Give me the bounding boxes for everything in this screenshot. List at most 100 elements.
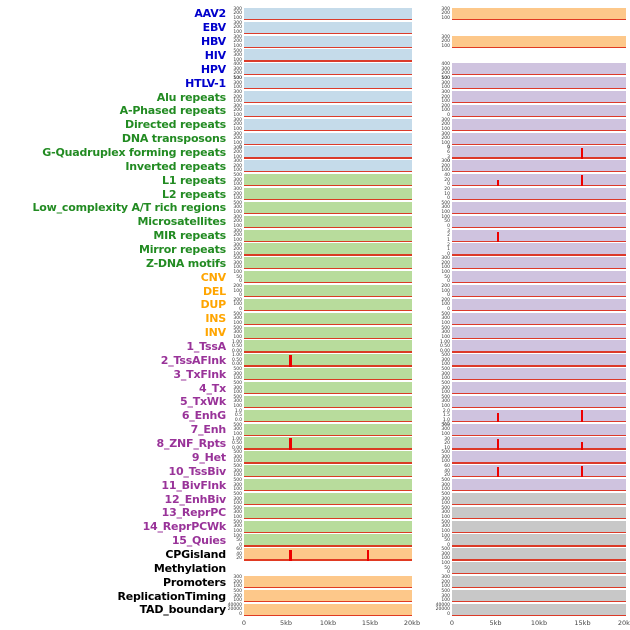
y-tick-label: 0 (239, 145, 242, 151)
y-tick-label: 500 (441, 547, 450, 553)
y-tick-label: 0 (239, 611, 242, 617)
signal-baseline (452, 254, 626, 256)
signal-baseline (244, 296, 412, 298)
y-axis-ticks: 500 300 100 (226, 520, 244, 533)
signal-baseline (244, 88, 412, 90)
track-panel (452, 562, 626, 575)
y-tick-label: 100 (233, 223, 242, 229)
y-axis-ticks: 300 200 100 (226, 35, 244, 48)
y-tick-label: 300 (441, 66, 450, 72)
y-tick-label: 100 (233, 459, 242, 465)
track-panel (452, 104, 626, 118)
y-tick-label: 200 (441, 122, 450, 128)
y-tick-label: 100 (233, 334, 242, 340)
row-label: 4_Tx (199, 381, 226, 395)
signal-baseline (244, 420, 412, 422)
track-panel (244, 340, 412, 353)
y-tick-label: 300 (441, 357, 450, 363)
y-axis-ticks: 300 200 100 0 (412, 132, 452, 150)
signal-baseline (244, 199, 412, 201)
y-tick-label: 200 (233, 297, 242, 303)
y-tick-label: 300 (233, 593, 242, 599)
y-tick-label: 300 (441, 330, 450, 336)
signal-baseline (452, 143, 626, 145)
y-tick-label: 300 (441, 524, 450, 530)
row-label: 9_Het (191, 450, 226, 464)
y-axis-ticks: 300 200 100 (226, 576, 244, 589)
y-tick-label: 300 (233, 214, 242, 220)
y-tick-label: 300 (233, 510, 242, 516)
row-label: TAD_boundary (139, 603, 227, 617)
track-panel (452, 409, 626, 422)
signal-baseline (244, 74, 412, 76)
signal-baseline (452, 309, 626, 312)
track-panel (244, 201, 412, 215)
y-axis-ticks: 300 200 100 (412, 7, 452, 20)
signal-baseline (244, 365, 412, 367)
y-tick-label: 1 (447, 247, 450, 253)
track-row: 13_ReprPC 500 300 100 500 300 100 (0, 506, 630, 520)
signal-baseline (244, 115, 412, 118)
signal-baseline (244, 18, 412, 21)
y-tick-label: 500 (233, 76, 242, 82)
signal-baseline (452, 503, 626, 506)
row-label: Directed repeats (125, 118, 226, 132)
track-row: L1 repeats 500 300 100 40 20 0 (0, 173, 630, 187)
track-panel (244, 395, 412, 409)
y-tick-label: 40 (236, 551, 242, 557)
signal-baseline (452, 420, 626, 422)
y-tick-label: 1 (447, 237, 450, 243)
y-axis-ticks: 300 200 100 (226, 228, 244, 242)
y-axis-ticks: 300 200 100 (226, 118, 244, 131)
track-row: Low_complexity A/T rich regions 500 300 100… (0, 201, 630, 215)
y-tick-label: 300 (233, 454, 242, 460)
y-tick-label: 100 (441, 43, 450, 49)
row-label: CNV (200, 270, 226, 284)
track-panel (452, 118, 626, 131)
y-tick-label: 300 (233, 260, 242, 266)
signal-baseline (452, 101, 626, 104)
signal-baseline (452, 379, 626, 381)
row-label: Z-DNA motifs (145, 256, 226, 270)
y-tick-label: 20 (236, 556, 242, 562)
track-panel (244, 63, 412, 76)
y-tick-label: 300 (233, 468, 242, 474)
y-tick-label: 100 (233, 501, 242, 506)
signal-baseline (244, 517, 412, 519)
y-axis-ticks: 500 300 100 (226, 589, 244, 602)
y-tick-label: 500 (441, 519, 450, 525)
y-axis-ticks: 400 300 200 100 (226, 63, 244, 81)
y-tick-label: 0 (447, 542, 450, 548)
y-tick-label: 300 (441, 510, 450, 516)
signal-baseline (452, 490, 626, 492)
track-panel (452, 423, 626, 436)
y-axis-ticks: 500 300 100 (412, 506, 452, 519)
track-row: G-Quadruplex forming repeats 300 200 100 9 6 3… (0, 145, 630, 164)
y-axis-ticks: 1.00 0.50 0.00 (226, 340, 244, 353)
track-row: Methylation 100 50 0 (0, 561, 630, 575)
row-label: Inverted repeats (125, 159, 226, 173)
y-tick-label: 0 (447, 145, 450, 151)
y-tick-label: 10 (444, 445, 450, 451)
y-tick-label: 500 (441, 381, 450, 387)
track-panel (452, 215, 626, 228)
y-axis-ticks: 500 300 100 (226, 465, 244, 478)
track-panel (452, 146, 626, 159)
signal-baseline (452, 406, 626, 409)
y-tick-label: 300 (233, 228, 242, 234)
y-tick-label: 9 (447, 145, 450, 151)
y-tick-label: 200 (441, 136, 450, 142)
row-label: Alu repeats (156, 90, 226, 104)
y-tick-label: 50 (444, 538, 450, 544)
track-row: INV 500 300 100 500 300 100 (0, 326, 630, 340)
track-row: Alu repeats 300 200 100 300 200 100 (0, 90, 630, 104)
track-panel (244, 354, 412, 367)
y-tick-label: 0 (239, 279, 242, 285)
signal-baseline (244, 559, 412, 561)
y-tick-label: 40000 (435, 602, 450, 608)
row-label: Promoters (163, 575, 226, 589)
y-tick-label: 100 (441, 126, 450, 132)
track-panel (244, 174, 412, 187)
y-tick-label: 500 (441, 353, 450, 359)
y-tick-label: 100 (441, 320, 450, 326)
